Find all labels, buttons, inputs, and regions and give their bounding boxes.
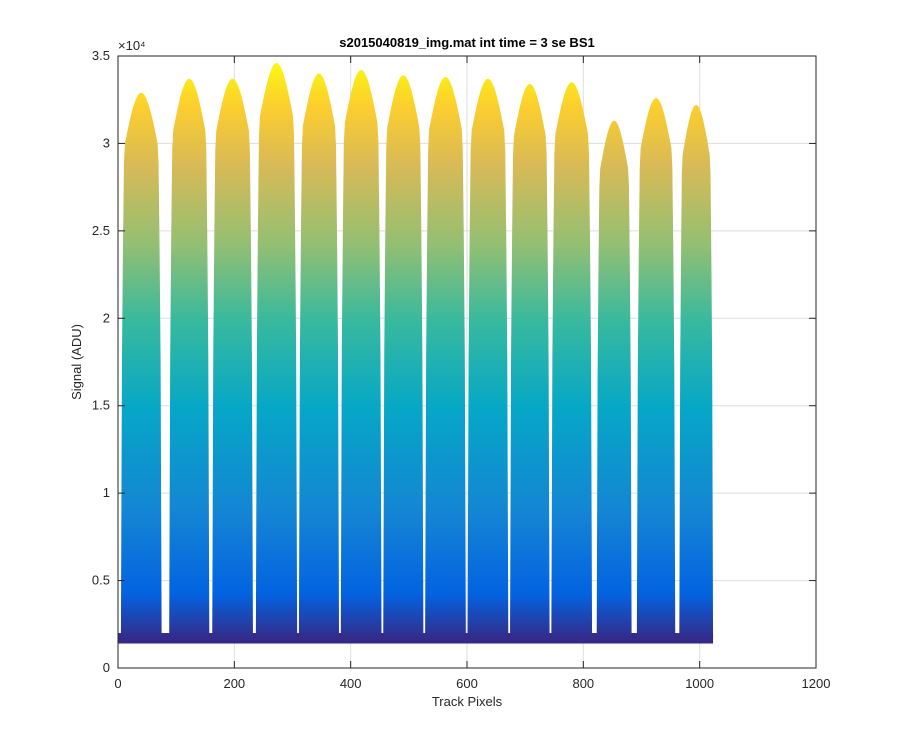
series-bands xyxy=(118,62,714,644)
y-tick-label: 2 xyxy=(103,310,110,325)
x-tick-label: 600 xyxy=(456,676,478,691)
signal-band-1 xyxy=(120,92,162,639)
x-axis-ticks: 0 200 400 600 800 1000 1200 xyxy=(114,56,830,691)
signal-band-4 xyxy=(255,62,298,639)
signal-band-5 xyxy=(298,73,340,639)
chart-title: s2015040819_img.mat int time = 3 se BS1 xyxy=(339,35,594,50)
y-tick-label: 1.5 xyxy=(92,398,110,413)
y-axis-ticks: 0 0.5 1 1.5 2 2.5 3 3.5 xyxy=(92,48,816,675)
y-tick-label: 3.5 xyxy=(92,48,110,63)
signal-band-10 xyxy=(510,83,550,639)
x-tick-label: 200 xyxy=(223,676,245,691)
signal-band-2 xyxy=(169,78,210,639)
x-tick-label: 800 xyxy=(572,676,594,691)
signal-band-14 xyxy=(679,104,714,639)
y-tick-label: 1 xyxy=(103,485,110,500)
y-tick-label: 0.5 xyxy=(92,573,110,588)
x-tick-label: 1200 xyxy=(802,676,831,691)
signal-band-13 xyxy=(636,97,676,639)
signal-band-9 xyxy=(467,78,509,639)
x-tick-label: 1000 xyxy=(685,676,714,691)
signal-band-8 xyxy=(425,76,466,639)
signal-band-7 xyxy=(383,75,424,639)
y-tick-label: 2.5 xyxy=(92,223,110,238)
signal-band-6 xyxy=(340,69,382,639)
y-exponent-label: ×10⁴ xyxy=(118,38,146,53)
signal-band-3 xyxy=(212,78,253,639)
x-tick-label: 0 xyxy=(114,676,121,691)
y-tick-label: 0 xyxy=(103,660,110,675)
signal-band-12 xyxy=(596,120,632,639)
y-axis-label: Signal (ADU) xyxy=(69,324,84,400)
x-tick-label: 400 xyxy=(340,676,362,691)
x-axis-label: Track Pixels xyxy=(432,694,503,709)
y-tick-label: 3 xyxy=(103,135,110,150)
signal-band-11 xyxy=(551,82,593,639)
